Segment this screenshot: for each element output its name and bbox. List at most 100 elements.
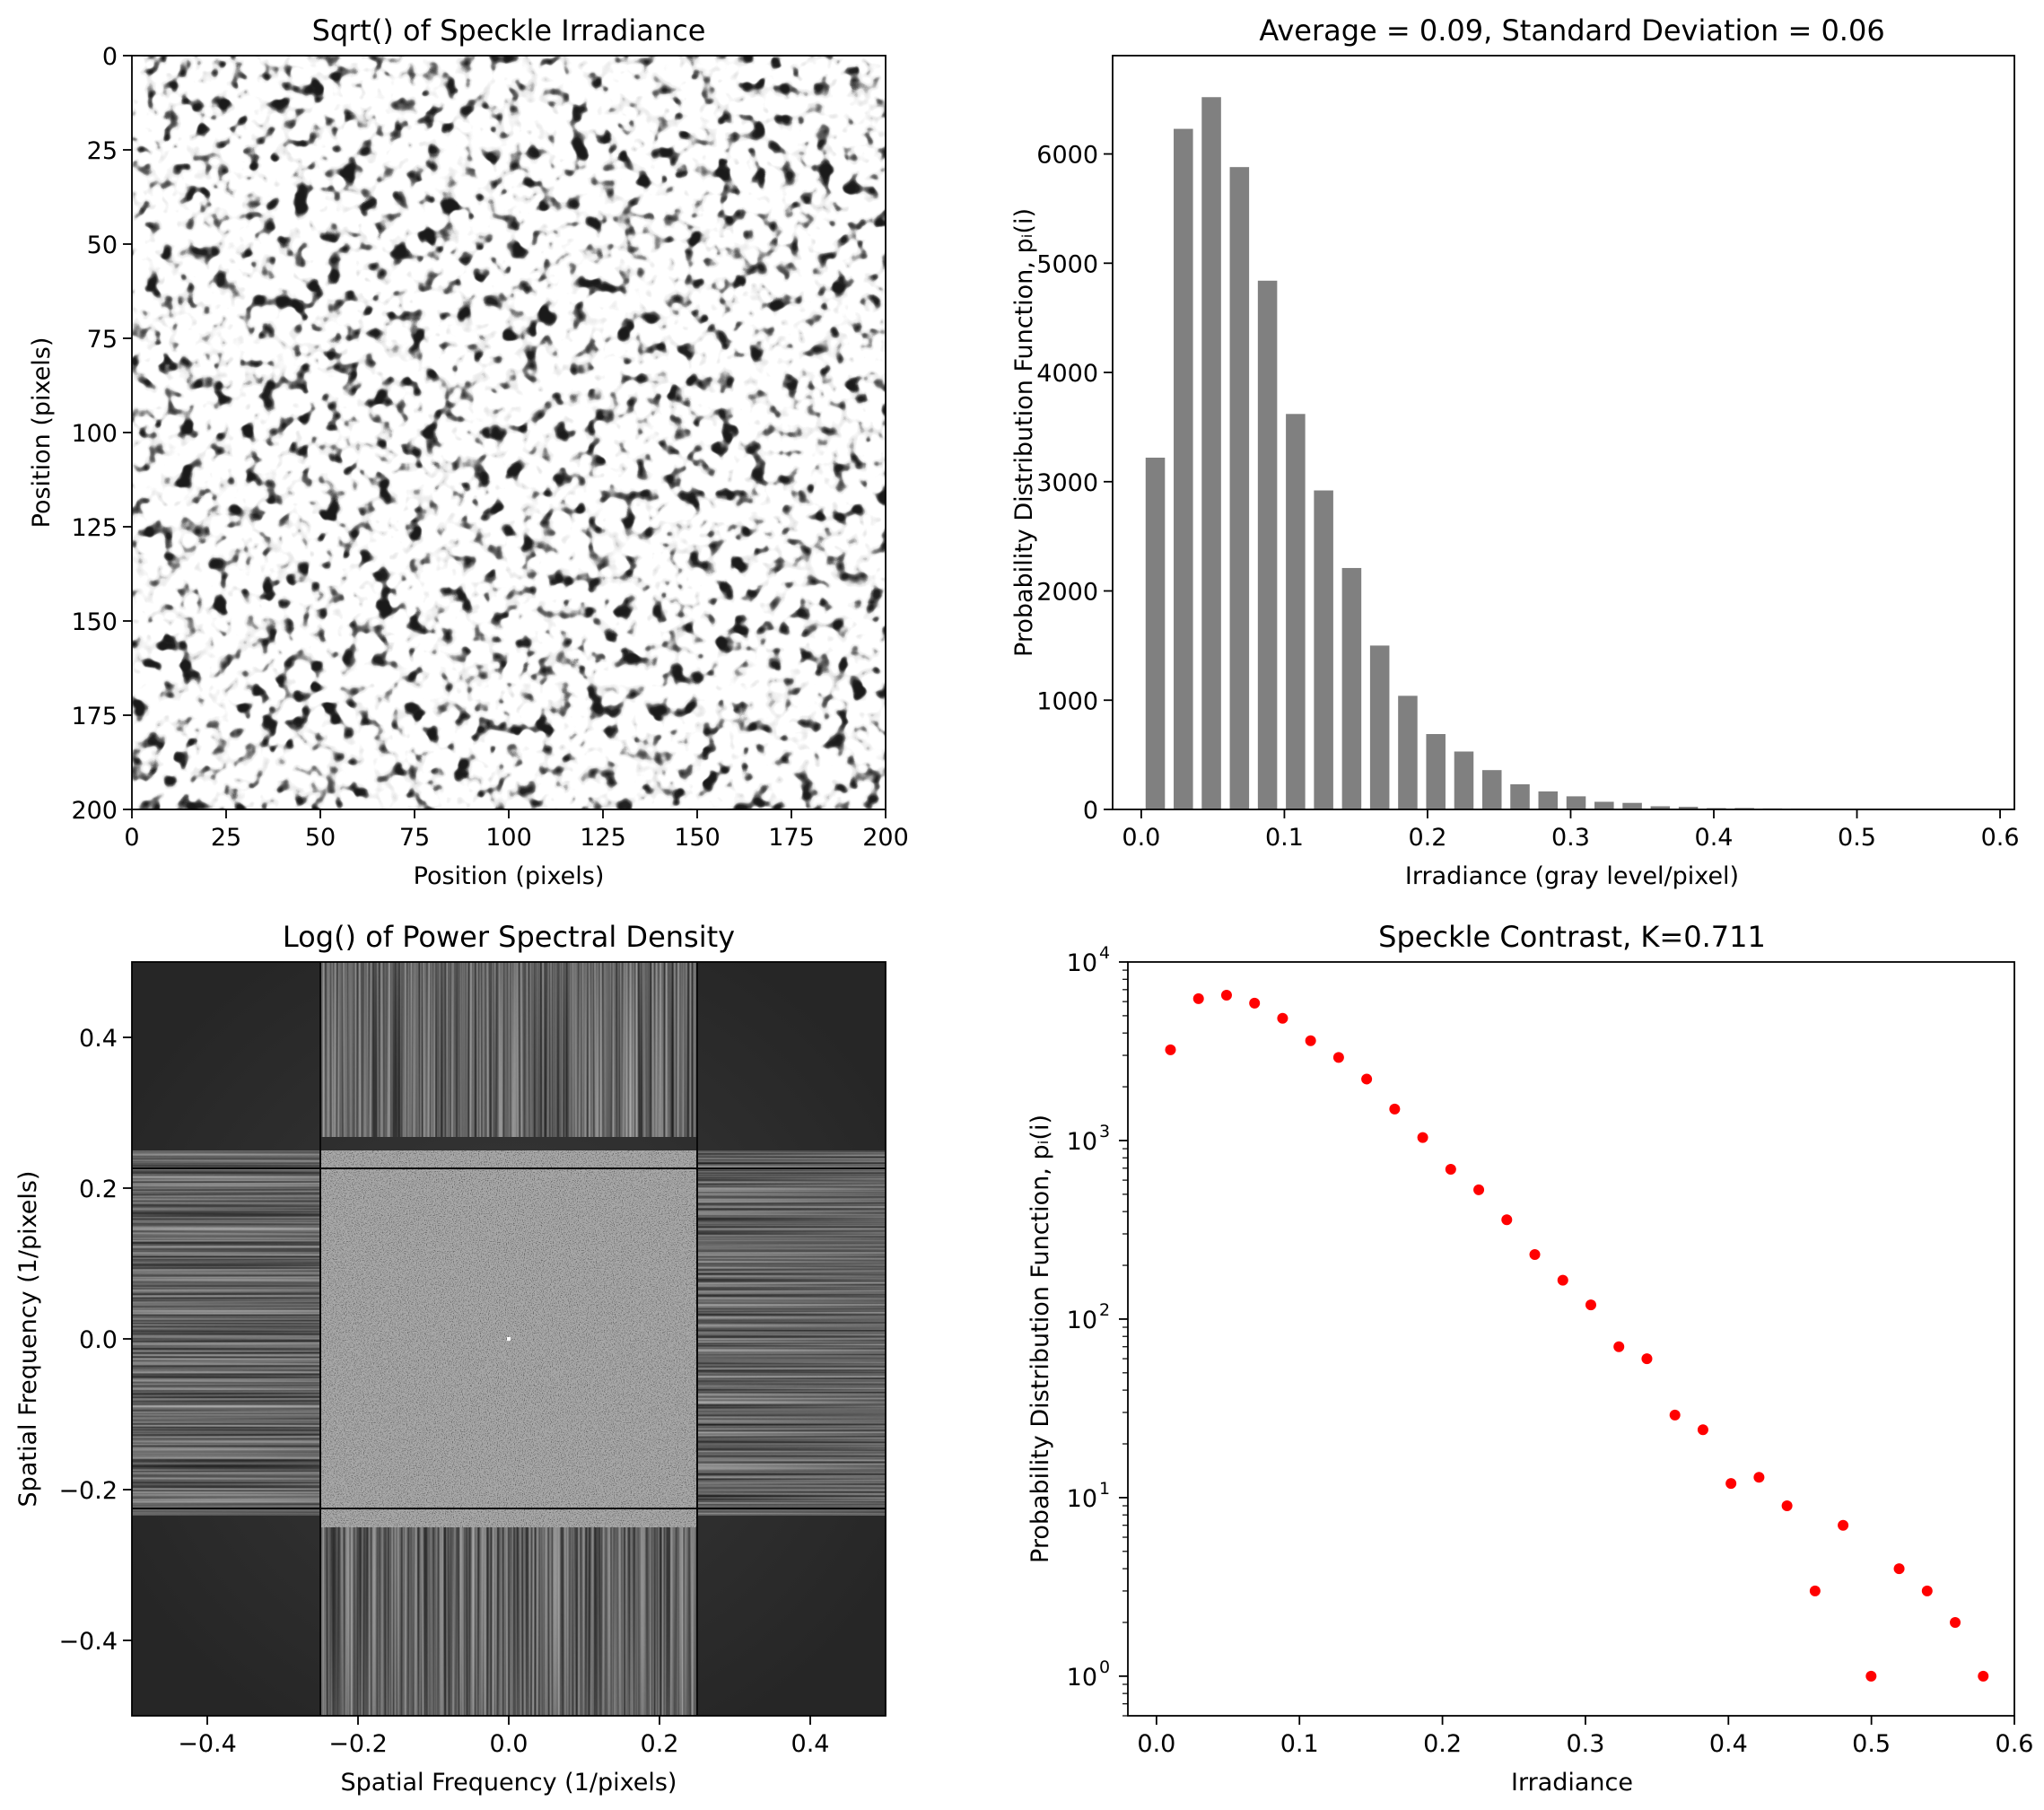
y-tick-label: 50	[87, 232, 118, 259]
histogram-bar	[1145, 458, 1166, 809]
x-tick-label: 75	[399, 824, 430, 852]
y-tick-exponent: 3	[1099, 1122, 1110, 1141]
y-tick-label: 75	[87, 326, 118, 354]
contrast-point	[1220, 989, 1232, 1001]
histogram-bar	[1426, 734, 1446, 809]
speckle-y-axis-label: Position (pixels)	[28, 337, 56, 529]
contrast-point	[1277, 1012, 1288, 1024]
y-tick-label: 10	[1067, 949, 1097, 977]
contrast-panel: Speckle Contrast, K=0.711 0.0 0.1 0.2 0.3 0.…	[1026, 920, 2033, 1797]
histogram-panel: Average = 0.09, Standard Deviation = 0.0…	[1010, 13, 2020, 890]
contrast-panel-title: Speckle Contrast, K=0.711	[1378, 920, 1766, 954]
y-tick-label: 200	[71, 797, 118, 825]
contrast-point	[1557, 1274, 1568, 1286]
x-tick-label: 0.4	[791, 1730, 830, 1758]
histogram-bar	[1398, 695, 1418, 809]
x-tick-label: −0.2	[328, 1730, 388, 1758]
contrast-point	[1921, 1585, 1933, 1596]
histogram-bar	[1622, 802, 1642, 809]
histogram-bar	[1286, 414, 1306, 809]
x-tick-label: 0.1	[1280, 1730, 1319, 1758]
histogram-bars	[1145, 97, 1979, 810]
x-tick-label: 125	[580, 824, 626, 852]
histogram-y-ticks: 0 1000 2000 3000 4000 5000 6000	[1036, 142, 1113, 825]
y-tick-label: 6000	[1036, 142, 1098, 170]
psd-horizontal-band-left	[132, 1150, 320, 1516]
histogram-x-axis-label: Irradiance (gray level/pixel)	[1405, 862, 1739, 890]
speckle-image	[132, 56, 886, 809]
histogram-bar	[1538, 791, 1559, 809]
contrast-point	[1332, 1052, 1344, 1063]
y-tick-label: 10	[1067, 1128, 1097, 1156]
contrast-point	[1305, 1035, 1316, 1046]
x-tick-label: 0.6	[1981, 824, 2020, 852]
speckle-x-ticks: 0 25 50 75 100 125 150 175 200	[124, 809, 909, 852]
x-tick-label: 175	[768, 824, 815, 852]
x-tick-label: 0	[124, 824, 139, 852]
x-tick-label: 0.1	[1265, 824, 1304, 852]
psd-y-axis-label: Spatial Frequency (1/pixels)	[14, 1171, 42, 1508]
y-tick-label: 2000	[1036, 579, 1098, 607]
histogram-panel-title: Average = 0.09, Standard Deviation = 0.0…	[1259, 13, 1884, 48]
histogram-bar	[1481, 770, 1502, 809]
contrast-point	[1361, 1073, 1373, 1085]
speckle-panel-title: Sqrt() of Speckle Irradiance	[312, 13, 706, 48]
x-tick-label: 0.0	[490, 1730, 528, 1758]
x-tick-label: 0.4	[1709, 1730, 1748, 1758]
y-tick-label: 4000	[1036, 360, 1098, 388]
contrast-points	[1165, 989, 1989, 1682]
contrast-point	[1697, 1424, 1708, 1436]
contrast-point	[1893, 1563, 1905, 1575]
contrast-point	[1613, 1341, 1625, 1352]
psd-vertical-band-bottom	[320, 1527, 697, 1716]
x-tick-label: 150	[674, 824, 721, 852]
histogram-y-axis-label: Probability Distribution Function, pᵢ(i)	[1010, 208, 1038, 657]
y-tick-label: 10	[1067, 1485, 1097, 1513]
contrast-point	[1585, 1299, 1596, 1311]
histogram-bar	[1454, 751, 1474, 809]
contrast-y-axis-label: Probability Distribution Function, pᵢ(i)	[1026, 1115, 1054, 1563]
psd-vertical-band-top	[320, 962, 697, 1137]
psd-y-ticks: −0.4 −0.2 0.0 0.2 0.4	[58, 1025, 132, 1656]
y-tick-label: 150	[71, 608, 118, 636]
y-tick-label: 100	[71, 420, 118, 448]
contrast-point	[1641, 1353, 1653, 1365]
contrast-point	[1669, 1409, 1681, 1421]
contrast-axes-frame	[1127, 961, 2015, 1717]
contrast-point	[1838, 1519, 1849, 1531]
y-tick-label: 0	[102, 43, 118, 71]
contrast-point	[1950, 1616, 1961, 1628]
x-tick-label: 0.5	[1852, 1730, 1891, 1758]
y-tick-label: 1000	[1036, 687, 1098, 715]
x-tick-label: 0.2	[641, 1730, 679, 1758]
histogram-bar	[1314, 490, 1333, 809]
x-tick-label: 100	[485, 824, 532, 852]
y-tick-label: 125	[71, 514, 118, 542]
x-tick-label: 0.3	[1551, 824, 1590, 852]
x-tick-label: −0.4	[178, 1730, 237, 1758]
y-tick-exponent: 0	[1099, 1657, 1110, 1677]
y-tick-label: −0.4	[58, 1628, 118, 1656]
contrast-point	[1249, 997, 1261, 1009]
histogram-bar	[1201, 97, 1221, 810]
histogram-bar	[1566, 796, 1586, 809]
contrast-point	[1781, 1500, 1793, 1511]
histogram-axes-frame	[1112, 55, 2015, 810]
x-tick-label: 0.0	[1122, 824, 1160, 852]
x-tick-label: 0.6	[1996, 1730, 2034, 1758]
contrast-point	[1809, 1585, 1821, 1596]
speckle-y-ticks: 0 25 50 75 100 125 150 175 200	[71, 43, 132, 825]
y-tick-label: 0.4	[79, 1025, 118, 1053]
x-tick-label: 25	[211, 824, 241, 852]
histogram-bar	[1369, 645, 1390, 809]
contrast-point	[1501, 1214, 1513, 1226]
contrast-point	[1753, 1472, 1765, 1483]
contrast-x-axis-label: Irradiance	[1511, 1769, 1633, 1797]
y-tick-label: 175	[71, 703, 118, 730]
histogram-bar	[1678, 807, 1699, 809]
x-tick-label: 0.4	[1695, 824, 1734, 852]
y-tick-label: 0.2	[79, 1176, 118, 1203]
y-tick-label: 0	[1083, 797, 1098, 825]
contrast-point	[1192, 992, 1204, 1004]
